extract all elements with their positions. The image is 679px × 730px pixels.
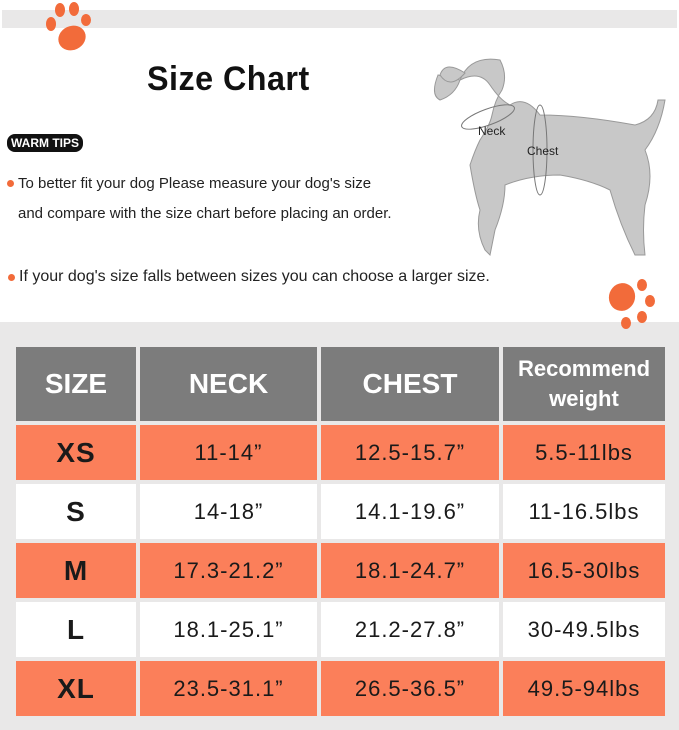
chest-cell: 14.1-19.6” (321, 484, 499, 539)
neck-cell: 17.3-21.2” (140, 543, 317, 598)
tip-line-3: If your dog's size falls between sizes y… (19, 268, 490, 285)
table-row: M 17.3-21.2” 18.1-24.7” 16.5-30lbs (16, 543, 665, 598)
size-cell: S (16, 484, 136, 539)
chest-cell: 18.1-24.7” (321, 543, 499, 598)
paw-icon (608, 279, 655, 329)
bullet-icon (7, 180, 14, 187)
bullet-icon (8, 274, 15, 281)
size-cell: XS (16, 425, 136, 480)
header-chest: CHEST (321, 347, 499, 421)
header-size: SIZE (16, 347, 136, 421)
table-row: S 14-18” 14.1-19.6” 11-16.5lbs (16, 484, 665, 539)
neck-label: Neck (478, 124, 506, 138)
top-band (2, 10, 677, 28)
weight-cell: 11-16.5lbs (503, 484, 665, 539)
chest-cell: 21.2-27.8” (321, 602, 499, 657)
table-header-row: SIZE NECK CHEST Recommend weight (16, 347, 665, 421)
neck-cell: 11-14” (140, 425, 317, 480)
weight-cell: 30-49.5lbs (503, 602, 665, 657)
tip-line-2: and compare with the size chart before p… (18, 205, 392, 222)
weight-cell: 49.5-94lbs (503, 661, 665, 716)
paw-icon (46, 2, 91, 51)
tip-line-1: To better fit your dog Please measure yo… (18, 175, 372, 192)
neck-cell: 14-18” (140, 484, 317, 539)
table-row: XL 23.5-31.1” 26.5-36.5” 49.5-94lbs (16, 661, 665, 716)
chest-cell: 26.5-36.5” (321, 661, 499, 716)
dog-measurement-diagram: Neck Chest (434, 58, 666, 257)
chest-cell: 12.5-15.7” (321, 425, 499, 480)
size-cell: L (16, 602, 136, 657)
chest-label: Chest (527, 144, 559, 158)
weight-cell: 5.5-11lbs (503, 425, 665, 480)
warm-tips-badge: WARM TIPS (7, 134, 83, 152)
size-cell: XL (16, 661, 136, 716)
size-table: SIZE NECK CHEST Recommend weight XS 11-1… (12, 343, 669, 720)
weight-cell: 16.5-30lbs (503, 543, 665, 598)
header-neck: NECK (140, 347, 317, 421)
page-title: Size Chart (147, 60, 310, 98)
table-row: XS 11-14” 12.5-15.7” 5.5-11lbs (16, 425, 665, 480)
size-cell: M (16, 543, 136, 598)
table-row: L 18.1-25.1” 21.2-27.8” 30-49.5lbs (16, 602, 665, 657)
neck-cell: 23.5-31.1” (140, 661, 317, 716)
neck-cell: 18.1-25.1” (140, 602, 317, 657)
dog-silhouette (434, 58, 666, 257)
header-weight: Recommend weight (503, 347, 665, 421)
